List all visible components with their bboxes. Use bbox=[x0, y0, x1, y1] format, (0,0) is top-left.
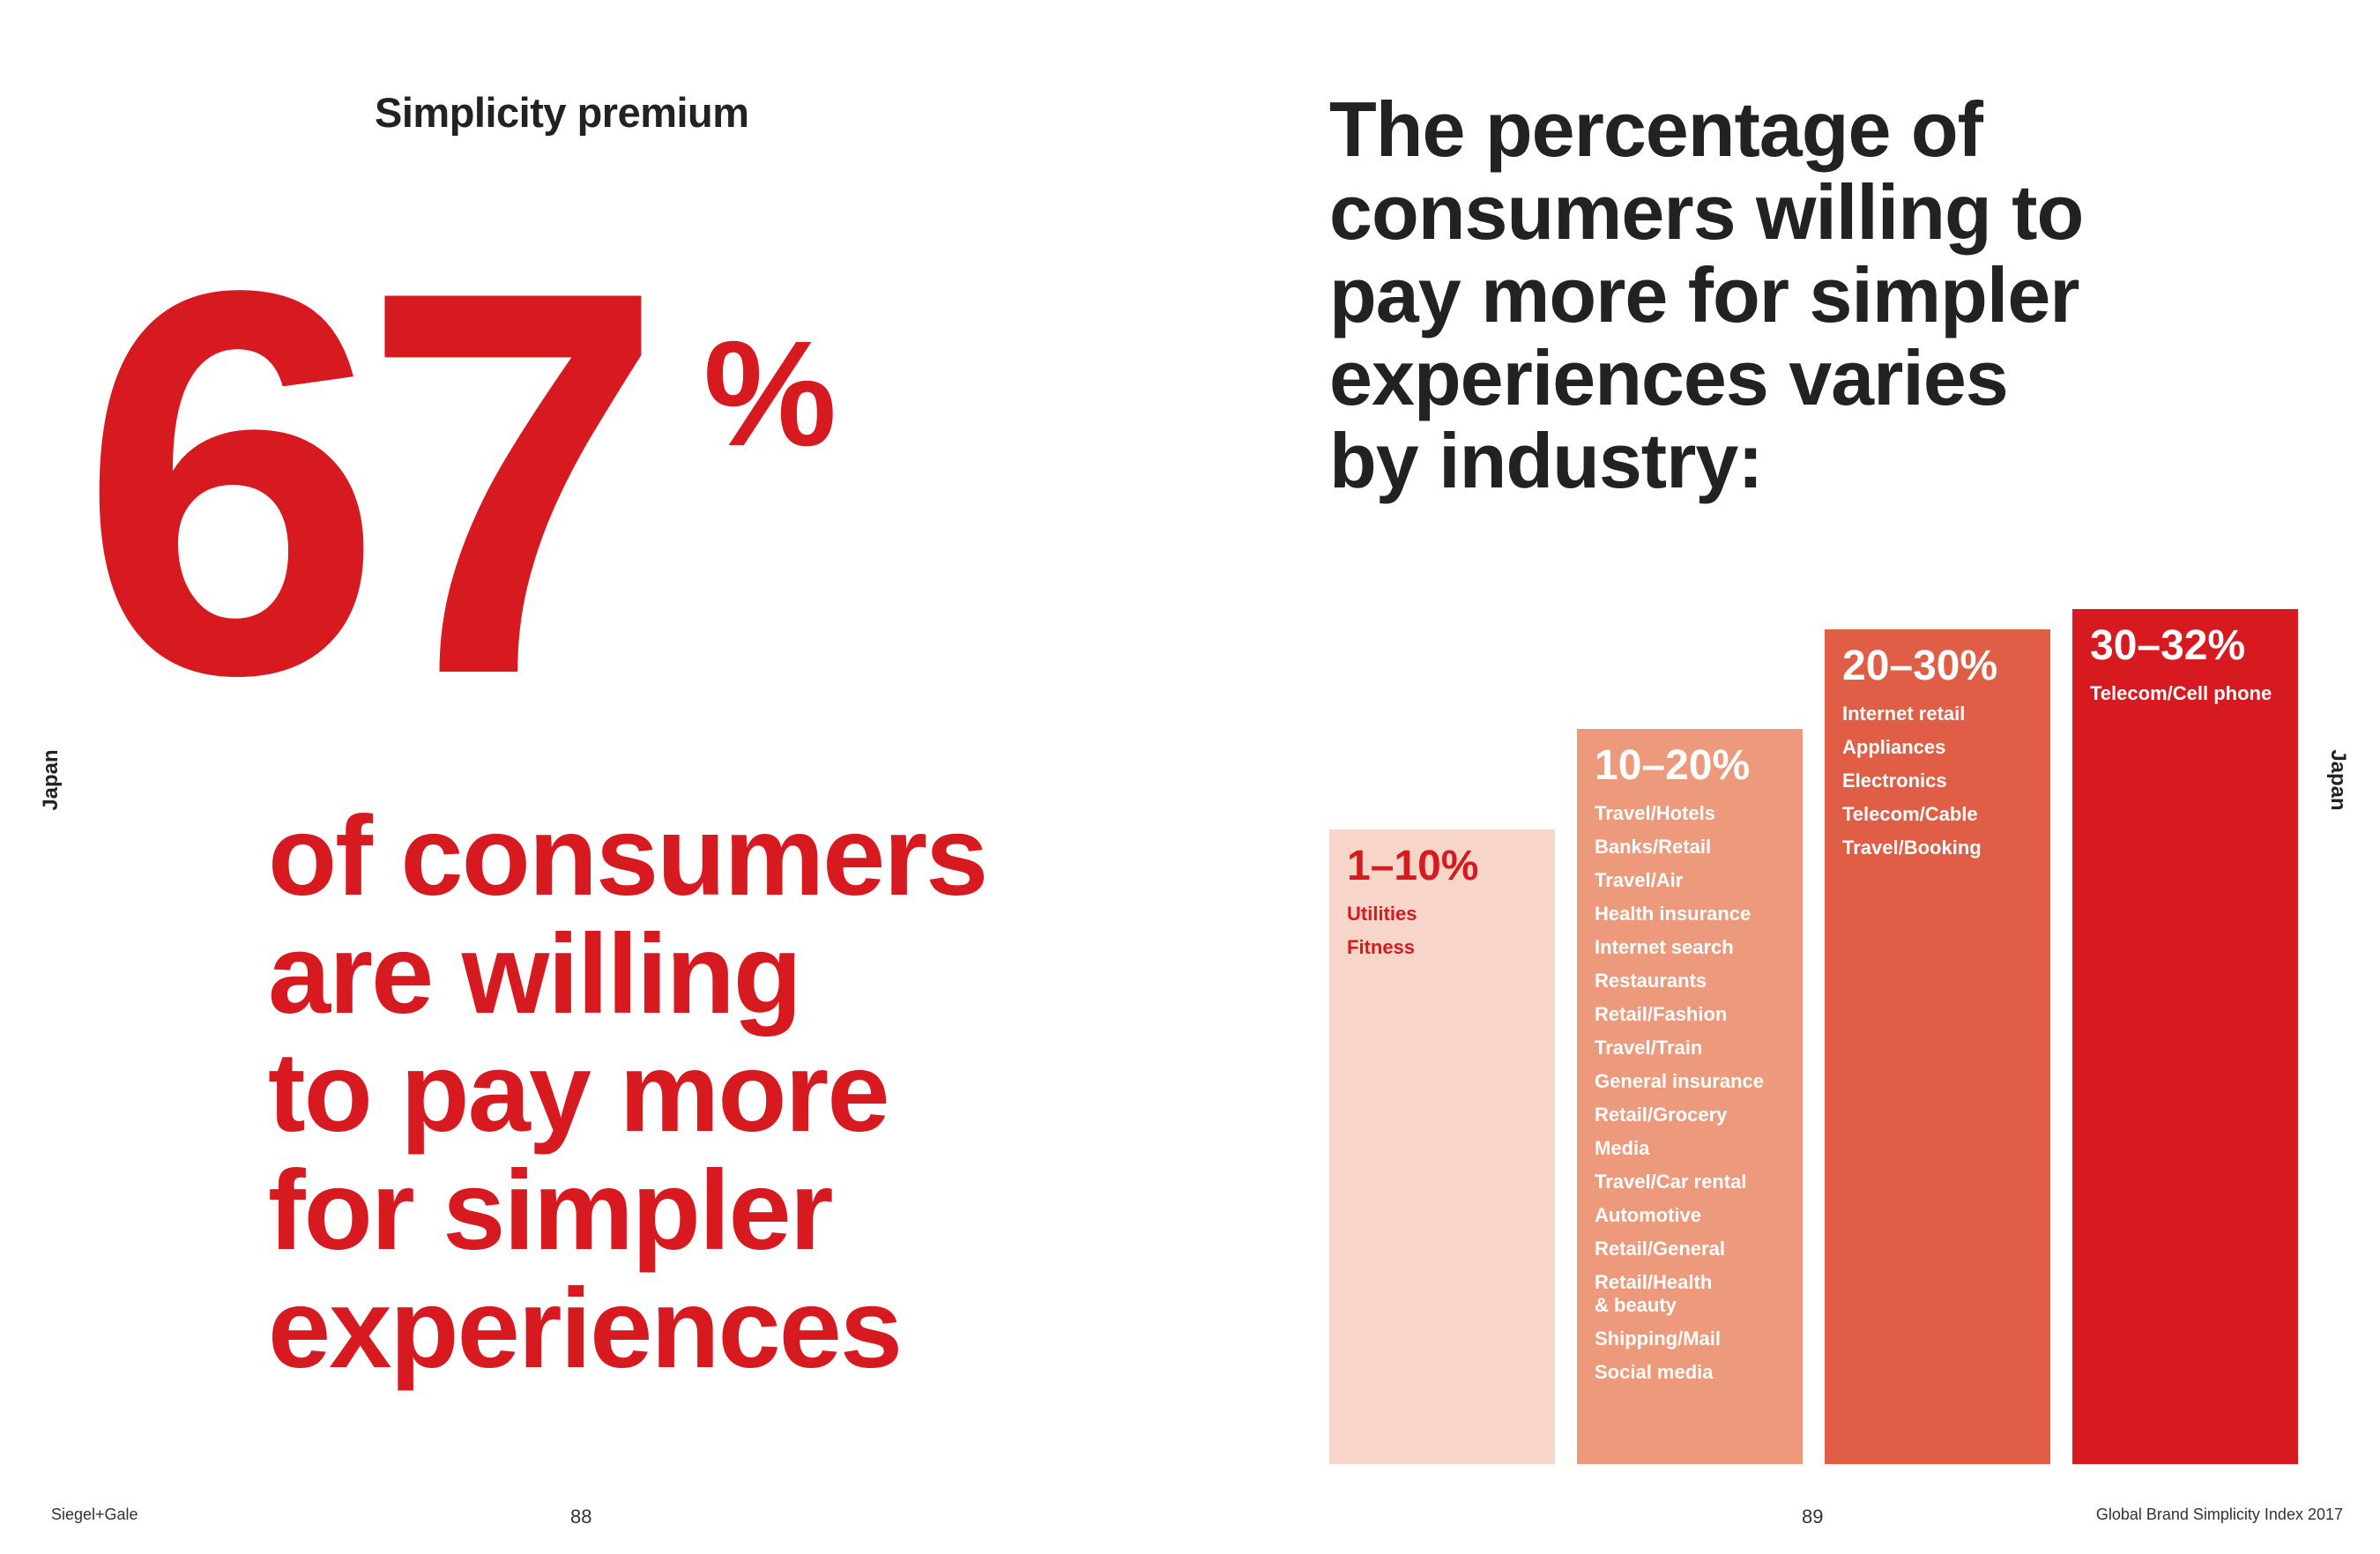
headline-line: by industry: bbox=[1329, 417, 1764, 504]
bar-industry-label: Automotive bbox=[1595, 1204, 1701, 1227]
page-number-left: 88 bbox=[570, 1506, 592, 1528]
headline-line: The percentage of bbox=[1329, 86, 1983, 173]
bar-industry-label: Social media bbox=[1595, 1361, 1714, 1384]
bar-industry-label: Restaurants bbox=[1595, 970, 1707, 993]
bar-industry-label: Retail/Grocery bbox=[1595, 1104, 1728, 1126]
bar-industry-label: Media bbox=[1595, 1137, 1650, 1160]
bar-industry-label: Retail/Fashion bbox=[1595, 1003, 1728, 1026]
page-number-right: 89 bbox=[1802, 1506, 1824, 1528]
side-label-right: Japan bbox=[2326, 749, 2350, 811]
chart-headline: The percentage of consumers willing to p… bbox=[1329, 86, 2084, 504]
big-stat-number: 67 bbox=[79, 178, 666, 788]
stat-description: of consumers are willing to pay more for… bbox=[268, 793, 988, 1392]
bar-industry-label: Travel/Train bbox=[1595, 1037, 1703, 1060]
bar-range-label: 10–20% bbox=[1595, 742, 1751, 790]
bar-industry-label: Shipping/Mail bbox=[1595, 1327, 1721, 1350]
chart-bar-4: 30–32% Telecom/Cell phone bbox=[2072, 609, 2298, 1464]
stat-description-line: are willing bbox=[268, 911, 802, 1037]
stat-description-line: of consumers bbox=[268, 793, 988, 919]
bar-industry-label: Health insurance bbox=[1595, 903, 1752, 926]
stat-description-line: experiences bbox=[268, 1266, 903, 1392]
stat-description-line: to pay more bbox=[268, 1030, 890, 1156]
footer-publication: Global Brand Simplicity Index 2017 bbox=[2095, 1506, 2343, 1523]
side-label-left: Japan bbox=[39, 749, 63, 811]
bar-range-label: 30–32% bbox=[2090, 622, 2246, 669]
bar-industry-label: Travel/Air bbox=[1595, 869, 1684, 892]
stat-description-line: for simpler bbox=[268, 1148, 834, 1274]
chart-bar-2: 10–20% Travel/Hotels Banks/Retail Travel/Ai… bbox=[1577, 729, 1803, 1464]
bar-industry-label: Travel/Hotels bbox=[1595, 802, 1715, 825]
headline-line: experiences varies bbox=[1329, 334, 2009, 421]
bar-range-label: 1–10% bbox=[1347, 843, 1479, 889]
bar-industry-label: Telecom/Cell phone bbox=[2090, 682, 2272, 704]
section-title: Simplicity premium bbox=[375, 89, 749, 136]
bar-industry-label: Internet search bbox=[1595, 936, 1734, 959]
bar-range-label: 20–30% bbox=[1842, 642, 1998, 689]
chart-bar-3: 20–30% Internet retail Appliances Electroni… bbox=[1825, 628, 2050, 1464]
bar-industry-label: Appliances bbox=[1842, 735, 1946, 758]
bar-industry-label: Retail/General bbox=[1595, 1238, 1725, 1260]
bar-industry-label: Retail/Health & beauty bbox=[1595, 1271, 1713, 1317]
bar-industry-label: Electronics bbox=[1842, 769, 1947, 792]
bar-industry-label: Telecom/Cable bbox=[1842, 802, 1978, 825]
footer-brand: Siegel+Gale bbox=[51, 1506, 138, 1523]
bar-industry-label: Utilities bbox=[1347, 903, 1417, 925]
bar-industry-label: Travel/Car rental bbox=[1595, 1171, 1747, 1193]
bar-industry-label: Internet retail bbox=[1842, 702, 1966, 725]
headline-line: consumers willing to bbox=[1329, 168, 2084, 256]
bar-industry-label: Banks/Retail bbox=[1595, 836, 1712, 859]
bar-industry-label: Fitness bbox=[1347, 936, 1416, 958]
bar-industry-label: Travel/Booking bbox=[1842, 836, 1982, 859]
headline-line: pay more for simpler bbox=[1329, 251, 2080, 338]
chart-bar-1: 1–10% Utilities Fitness bbox=[1329, 829, 1555, 1464]
bar-industry-label: General insurance bbox=[1595, 1070, 1764, 1093]
big-stat-percent: % bbox=[703, 310, 837, 478]
